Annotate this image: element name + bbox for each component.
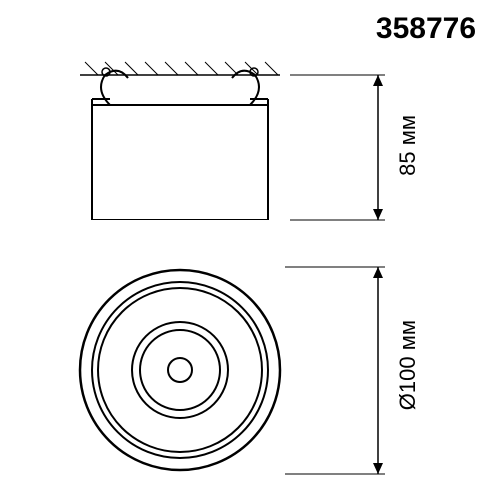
side-elevation-view: [80, 60, 280, 220]
height-dimension-line: [290, 70, 400, 230]
diameter-dimension-line: [285, 262, 400, 480]
diameter-dimension-label: Ø100 мм: [395, 320, 421, 410]
diagram-container: 358776: [0, 0, 500, 500]
product-number: 358776: [376, 12, 476, 46]
height-dimension-label: 85 мм: [395, 115, 421, 176]
bottom-plan-view: [75, 265, 285, 475]
